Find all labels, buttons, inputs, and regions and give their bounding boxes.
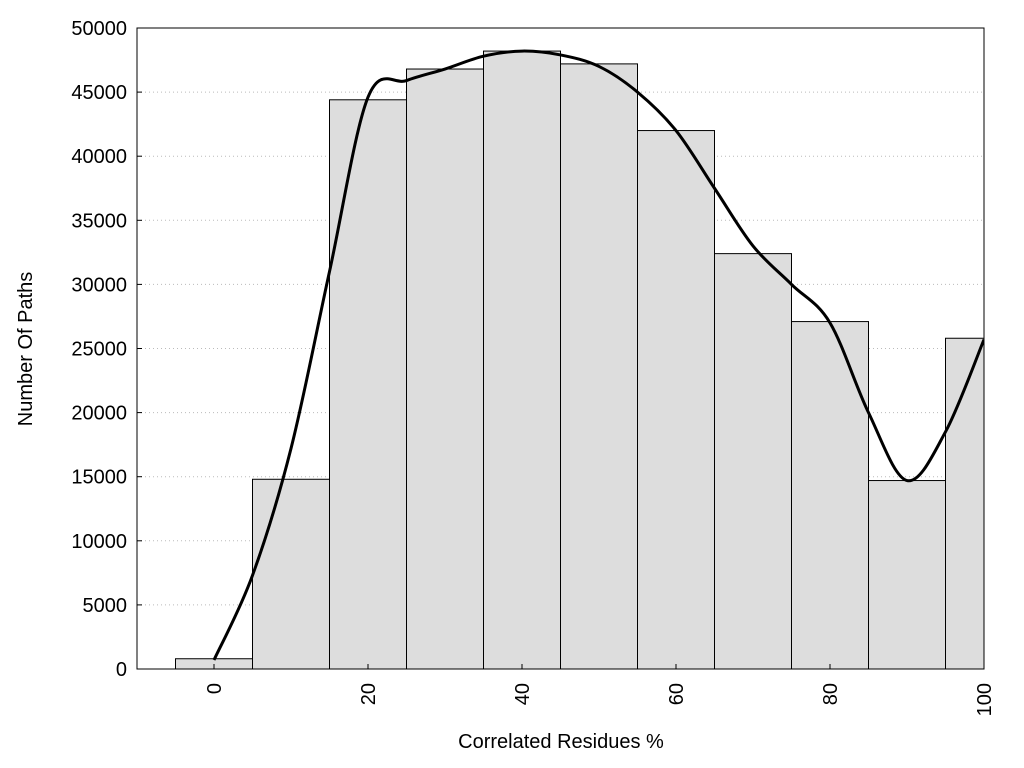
x-tick-label: 100 [974,683,996,716]
y-tick-label: 20000 [71,403,127,425]
y-tick-label: 15000 [71,467,127,489]
bar [483,50,561,669]
y-axis-label: Number Of Paths [15,272,37,427]
x-axis-label: Correlated Residues % [458,731,664,753]
y-tick-label: 50000 [71,18,127,40]
plot-area [137,28,984,669]
x-tick-label: 60 [666,683,688,705]
y-tick-label: 30000 [71,274,127,296]
bar [637,130,715,669]
y-tick-label: 10000 [71,531,127,553]
x-tick-label: 20 [358,683,380,705]
plot-frame [136,27,985,670]
x-tick-label: 40 [512,683,534,705]
bar [868,480,946,669]
x-tick-label: 0 [204,683,226,694]
y-tick-label: 5000 [83,595,128,617]
y-tick-label: 25000 [71,339,127,361]
bar [329,99,407,669]
bar [406,68,484,669]
bar [945,337,984,669]
y-tick-label: 40000 [71,146,127,168]
y-tick-label: 45000 [71,82,127,104]
bar [560,63,638,669]
bar [791,321,869,669]
density-curve [212,49,984,661]
bar [252,478,330,669]
bar [714,253,792,669]
x-tick-label: 80 [820,683,842,705]
y-tick-label: 35000 [71,210,127,232]
y-tick-label: 0 [116,659,127,681]
